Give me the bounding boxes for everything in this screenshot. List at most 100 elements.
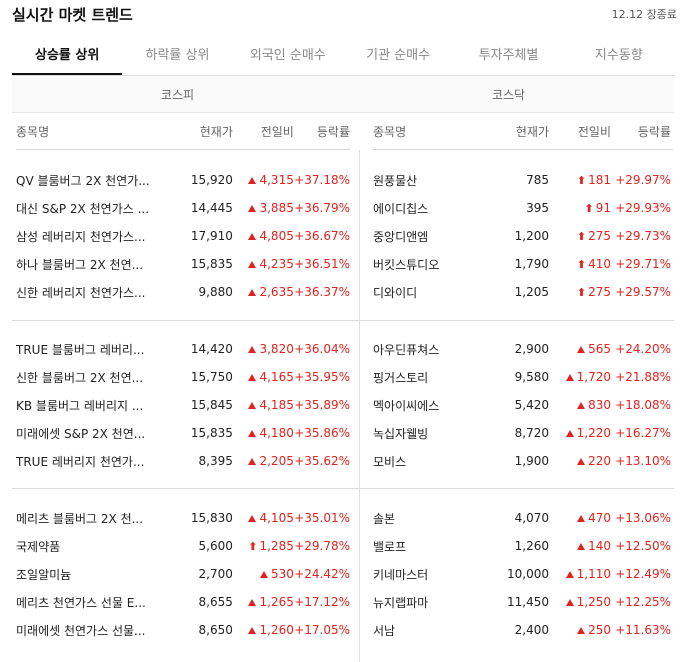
table-row[interactable]: QV 블룸버그 2X 천연가... 15,920 4,315 +37.18%: [16, 166, 350, 194]
tab-foreign-net-buy[interactable]: 외국인 순매수: [249, 48, 326, 63]
stock-change-value: 4,315: [259, 173, 294, 187]
table-row[interactable]: 버킷스튜디오 1,790 ⬆ 410 +29.71%: [373, 250, 673, 278]
table-row[interactable]: 키네마스터 10,000 1,110 +12.49%: [373, 560, 673, 588]
stock-name[interactable]: 솔본: [373, 511, 396, 526]
stock-name[interactable]: 녹십자웰빙: [373, 426, 429, 441]
tab-institution-net-buy[interactable]: 기관 순매수: [366, 48, 431, 63]
column-rate-label: 등락률: [637, 125, 671, 139]
table-row[interactable]: TRUE 블룸버그 레버리... 14,420 3,820 +36.04%: [16, 335, 350, 363]
stock-name[interactable]: 신한 블룸버그 2X 천연...: [16, 370, 144, 385]
stock-change: 4,165: [233, 370, 294, 384]
table-row[interactable]: 멕아이씨에스 5,420 830 +18.08%: [373, 391, 673, 419]
stock-name[interactable]: 중앙디앤엠: [373, 229, 429, 244]
table-row[interactable]: 중앙디앤엠 1,200 ⬆ 275 +29.73%: [373, 222, 673, 250]
stock-rate: +17.12%: [294, 595, 350, 609]
stock-price: 8,650: [198, 623, 233, 637]
table-row[interactable]: KB 블룸버그 레버리지 ... 15,845 4,185 +35.89%: [16, 391, 350, 419]
stock-change-value: 140: [588, 539, 611, 553]
stock-rate: +29.78%: [294, 539, 350, 553]
stock-name[interactable]: QV 블룸버그 2X 천연가...: [16, 173, 150, 188]
tab-index-trend[interactable]: 지수동향: [594, 48, 643, 63]
table-row[interactable]: 신한 레버리지 천연가스... 9,880 2,635 +36.37%: [16, 278, 350, 306]
stock-rate: +35.01%: [294, 511, 350, 525]
table-row[interactable]: 뉴지랩파마 11,450 1,250 +12.25%: [373, 588, 673, 616]
table-row[interactable]: 녹십자웰빙 8,720 1,220 +16.27%: [373, 419, 673, 447]
table-row[interactable]: 신한 블룸버그 2X 천연... 15,750 4,165 +35.95%: [16, 363, 350, 391]
stock-name[interactable]: TRUE 레버리지 천연가...: [16, 454, 145, 469]
stock-name[interactable]: 하나 블룸버그 2X 천연...: [16, 257, 144, 272]
table-row[interactable]: 아우딘퓨쳐스 2,900 565 +24.20%: [373, 335, 673, 363]
tab-investor-type[interactable]: 투자주체별: [478, 48, 539, 63]
stock-name[interactable]: 디와이디: [373, 285, 418, 300]
kosdaq-column-header: 종목명 현재가 전일비 등락률: [373, 114, 673, 150]
stock-name[interactable]: 메리츠 블룸버그 2X 천...: [16, 511, 144, 526]
stock-name[interactable]: 국제약품: [16, 539, 61, 554]
triangle-up-icon: [577, 401, 586, 409]
stock-change-value: 250: [588, 623, 611, 637]
stock-name[interactable]: 키네마스터: [373, 567, 429, 582]
table-row[interactable]: 원풍물산 785 ⬆ 181 +29.97%: [373, 166, 673, 194]
triangle-up-icon: [565, 598, 574, 606]
table-row[interactable]: 메리츠 블룸버그 2X 천... 15,830 4,105 +35.01%: [16, 504, 350, 532]
stock-rate: +29.71%: [615, 257, 671, 271]
stock-change-value: 410: [588, 257, 611, 271]
table-row[interactable]: 핑거스토리 9,580 1,720 +21.88%: [373, 363, 673, 391]
stock-name[interactable]: 조일알미늄: [16, 567, 72, 582]
market-status: 12.12 장종료: [611, 8, 677, 21]
tab-bar: 상승률 상위 하락률 상위 외국인 순매수 기관 순매수 투자주체별 지수동향: [12, 38, 674, 76]
triangle-up-icon: [577, 514, 586, 522]
triangle-up-icon: [577, 457, 586, 465]
stock-price: 785: [526, 173, 549, 187]
stock-name[interactable]: 뉴지랩파마: [373, 595, 429, 610]
market-header: 코스피 코스닥: [12, 77, 674, 113]
stock-name[interactable]: 버킷스튜디오: [373, 257, 440, 272]
table-row[interactable]: 밸로프 1,260 140 +12.50%: [373, 532, 673, 560]
stock-name[interactable]: 미래에셋 S&P 2X 천연...: [16, 426, 146, 441]
table-row[interactable]: 서남 2,400 250 +11.63%: [373, 616, 673, 644]
table-row[interactable]: 하나 블룸버그 2X 천연... 15,835 4,235 +36.51%: [16, 250, 350, 278]
stock-change: 1,260: [233, 623, 294, 637]
stock-name[interactable]: 모비스: [373, 454, 407, 469]
table-row[interactable]: 국제약품 5,600 ⬆ 1,285 +29.78%: [16, 532, 350, 560]
stock-name[interactable]: 대신 S&P 2X 천연가스 ...: [16, 201, 150, 216]
stock-name[interactable]: 에이디칩스: [373, 201, 429, 216]
table-row[interactable]: 미래에셋 천연가스 선물... 8,650 1,260 +17.05%: [16, 616, 350, 644]
stock-name[interactable]: 멕아이씨에스: [373, 398, 440, 413]
stock-change-value: 91: [595, 201, 611, 215]
table-row[interactable]: 메리츠 천연가스 선물 E... 8,655 1,265 +17.12%: [16, 588, 350, 616]
stock-name[interactable]: 미래에셋 천연가스 선물...: [16, 623, 146, 638]
triangle-up-icon: [248, 373, 257, 381]
stock-name[interactable]: 메리츠 천연가스 선물 E...: [16, 595, 146, 610]
stock-name[interactable]: 원풍물산: [373, 173, 418, 188]
triangle-up-icon: [248, 457, 257, 465]
stock-name[interactable]: 아우딘퓨쳐스: [373, 342, 440, 357]
stock-name[interactable]: KB 블룸버그 레버리지 ...: [16, 398, 144, 413]
table-row[interactable]: TRUE 레버리지 천연가... 8,395 2,205 +35.62%: [16, 447, 350, 475]
table-row[interactable]: 삼성 레버리지 천연가스... 17,910 4,805 +36.67%: [16, 222, 350, 250]
tab-top-losers[interactable]: 하락률 상위: [145, 48, 210, 63]
table-row[interactable]: 미래에셋 S&P 2X 천연... 15,835 4,180 +35.86%: [16, 419, 350, 447]
stock-name[interactable]: TRUE 블룸버그 레버리...: [16, 342, 145, 357]
stock-name[interactable]: 삼성 레버리지 천연가스...: [16, 229, 146, 244]
table-row[interactable]: 에이디칩스 395 ⬆ 91 +29.93%: [373, 194, 673, 222]
stock-price: 1,205: [514, 285, 549, 299]
stock-rate: +37.18%: [294, 173, 350, 187]
stock-change: 250: [549, 623, 611, 637]
table-row[interactable]: 모비스 1,900 220 +13.10%: [373, 447, 673, 475]
stock-rate: +36.67%: [294, 229, 350, 243]
stock-name[interactable]: 서남: [373, 623, 396, 638]
table-row[interactable]: 조일알미늄 2,700 530 +24.42%: [16, 560, 350, 588]
table-row[interactable]: 대신 S&P 2X 천연가스 ... 14,445 3,885 +36.79%: [16, 194, 350, 222]
table-row[interactable]: 디와이디 1,205 ⬆ 275 +29.57%: [373, 278, 673, 306]
stock-name[interactable]: 밸로프: [373, 539, 407, 554]
stock-change-value: 565: [588, 342, 611, 356]
stock-change: 1,265: [233, 595, 294, 609]
stock-name[interactable]: 신한 레버리지 천연가스...: [16, 285, 146, 300]
stock-change-value: 1,260: [259, 623, 294, 637]
stock-name[interactable]: 핑거스토리: [373, 370, 429, 385]
table-row[interactable]: 솔본 4,070 470 +13.06%: [373, 504, 673, 532]
stock-change-value: 275: [588, 229, 611, 243]
tab-top-gainers[interactable]: 상승률 상위: [12, 38, 123, 75]
stock-change: 1,250: [549, 595, 611, 609]
stock-price: 15,920: [190, 173, 233, 187]
